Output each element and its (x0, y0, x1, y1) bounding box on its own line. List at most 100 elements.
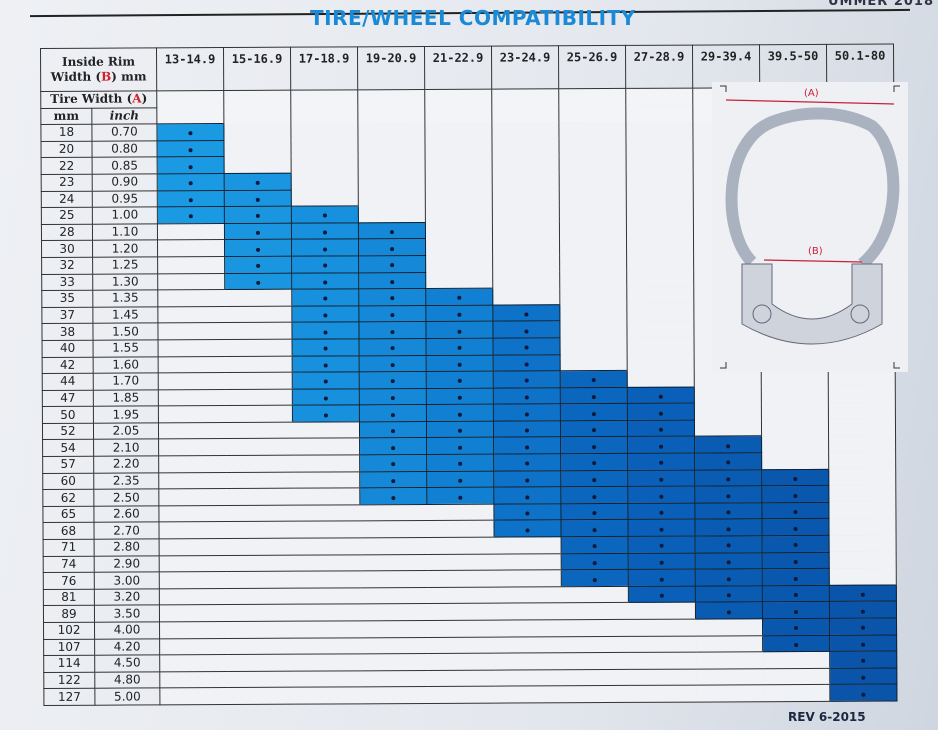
tire-width-label: Tire Width (A) (40, 90, 157, 109)
compatible-cell (493, 453, 561, 471)
empty-cell (492, 254, 560, 272)
compatible-dot (322, 213, 327, 218)
empty-cell (225, 405, 293, 423)
empty-cell (291, 172, 359, 190)
issue-label: UMMER 2018 (827, 0, 934, 9)
empty-cell (290, 106, 358, 124)
compatible-cell (358, 288, 426, 306)
compatible-cell (358, 238, 426, 256)
compatible-cell (694, 436, 762, 454)
compatible-dot (391, 495, 396, 500)
compatible-dot (390, 329, 395, 334)
empty-cell (424, 105, 492, 123)
empty-cell (225, 355, 293, 373)
tire-mm: 20 (40, 141, 93, 158)
compatible-dot (726, 493, 731, 498)
compatible-cell (627, 386, 695, 404)
compatible-dot (323, 280, 328, 285)
compatible-dot (793, 576, 798, 581)
empty-cell (559, 320, 628, 338)
empty-cell (559, 270, 627, 288)
empty-cell (226, 538, 294, 556)
tire-mm: 24 (41, 190, 93, 208)
compatible-cell (628, 552, 696, 570)
empty-cell (157, 306, 225, 324)
empty-cell (427, 603, 495, 621)
empty-cell (290, 123, 358, 140)
empty-cell (559, 221, 627, 239)
compatible-cell (291, 255, 359, 273)
compatible-dot (658, 394, 663, 399)
compatible-cell (560, 403, 628, 421)
empty-cell (694, 386, 762, 404)
empty-cell (828, 418, 896, 436)
compatible-dot (390, 313, 395, 318)
compatible-cell (224, 173, 292, 191)
compatible-cell (628, 536, 696, 554)
tire-mm: 74 (43, 555, 95, 573)
compatible-dot (457, 329, 462, 334)
compatible-cell (694, 469, 762, 487)
compatible-dot (726, 560, 731, 565)
column-header-15-16.9: 15-16.9 (223, 47, 291, 91)
rim-width-label: Inside Rim Width (B) mm (40, 47, 157, 92)
tire-mm: 52 (42, 423, 94, 440)
compatible-cell (829, 651, 897, 669)
compatible-cell (560, 370, 628, 388)
empty-cell (225, 488, 293, 506)
compatible-cell (426, 437, 494, 455)
compatible-dot (793, 609, 798, 614)
empty-cell (559, 304, 627, 322)
compatible-cell (359, 388, 427, 406)
tire-inch: 0.85 (92, 157, 158, 175)
compatible-cell (627, 403, 695, 421)
compatible-dot (323, 396, 328, 401)
compatible-cell (425, 304, 493, 322)
compatible-dot (861, 692, 866, 697)
empty-cell (224, 305, 292, 323)
empty-cell (762, 684, 830, 702)
compatible-cell (694, 519, 763, 537)
compatible-cell (493, 470, 561, 488)
empty-cell (158, 439, 226, 456)
empty-cell (494, 636, 562, 654)
compatible-dot (255, 214, 260, 219)
empty-cell (293, 554, 361, 572)
compatible-cell (358, 272, 426, 289)
compatible-dot (861, 642, 866, 647)
compatible-dot (726, 543, 731, 548)
compatible-dot (525, 478, 530, 483)
empty-cell (358, 205, 426, 223)
tire-inch: 1.70 (93, 372, 159, 390)
empty-cell (424, 138, 493, 156)
mm-header: mm (40, 107, 92, 125)
compatible-dot (457, 412, 462, 417)
empty-cell (291, 189, 359, 207)
empty-cell (558, 138, 627, 156)
empty-cell (357, 122, 425, 140)
empty-cell (492, 204, 560, 222)
compatible-dot (592, 478, 597, 483)
empty-cell (626, 254, 694, 271)
empty-cell (357, 106, 425, 124)
empty-cell (424, 122, 492, 140)
compatible-dot (188, 198, 193, 203)
compatible-cell (493, 503, 561, 521)
empty-cell (226, 554, 294, 572)
compatible-dot (794, 642, 799, 647)
compatible-cell (560, 436, 628, 454)
compatible-cell (560, 387, 628, 405)
compatible-cell (694, 502, 762, 520)
tire-mm: 102 (43, 622, 95, 640)
empty-cell (694, 403, 762, 420)
empty-cell (761, 419, 829, 437)
compatible-dot (390, 246, 395, 251)
compatible-dot (861, 625, 866, 631)
compatible-dot (793, 476, 798, 482)
empty-cell (223, 90, 291, 108)
empty-cell (494, 603, 562, 621)
empty-cell (225, 438, 293, 456)
tire-mm: 60 (42, 472, 94, 490)
empty-cell (159, 538, 227, 556)
compatible-cell (426, 404, 494, 422)
